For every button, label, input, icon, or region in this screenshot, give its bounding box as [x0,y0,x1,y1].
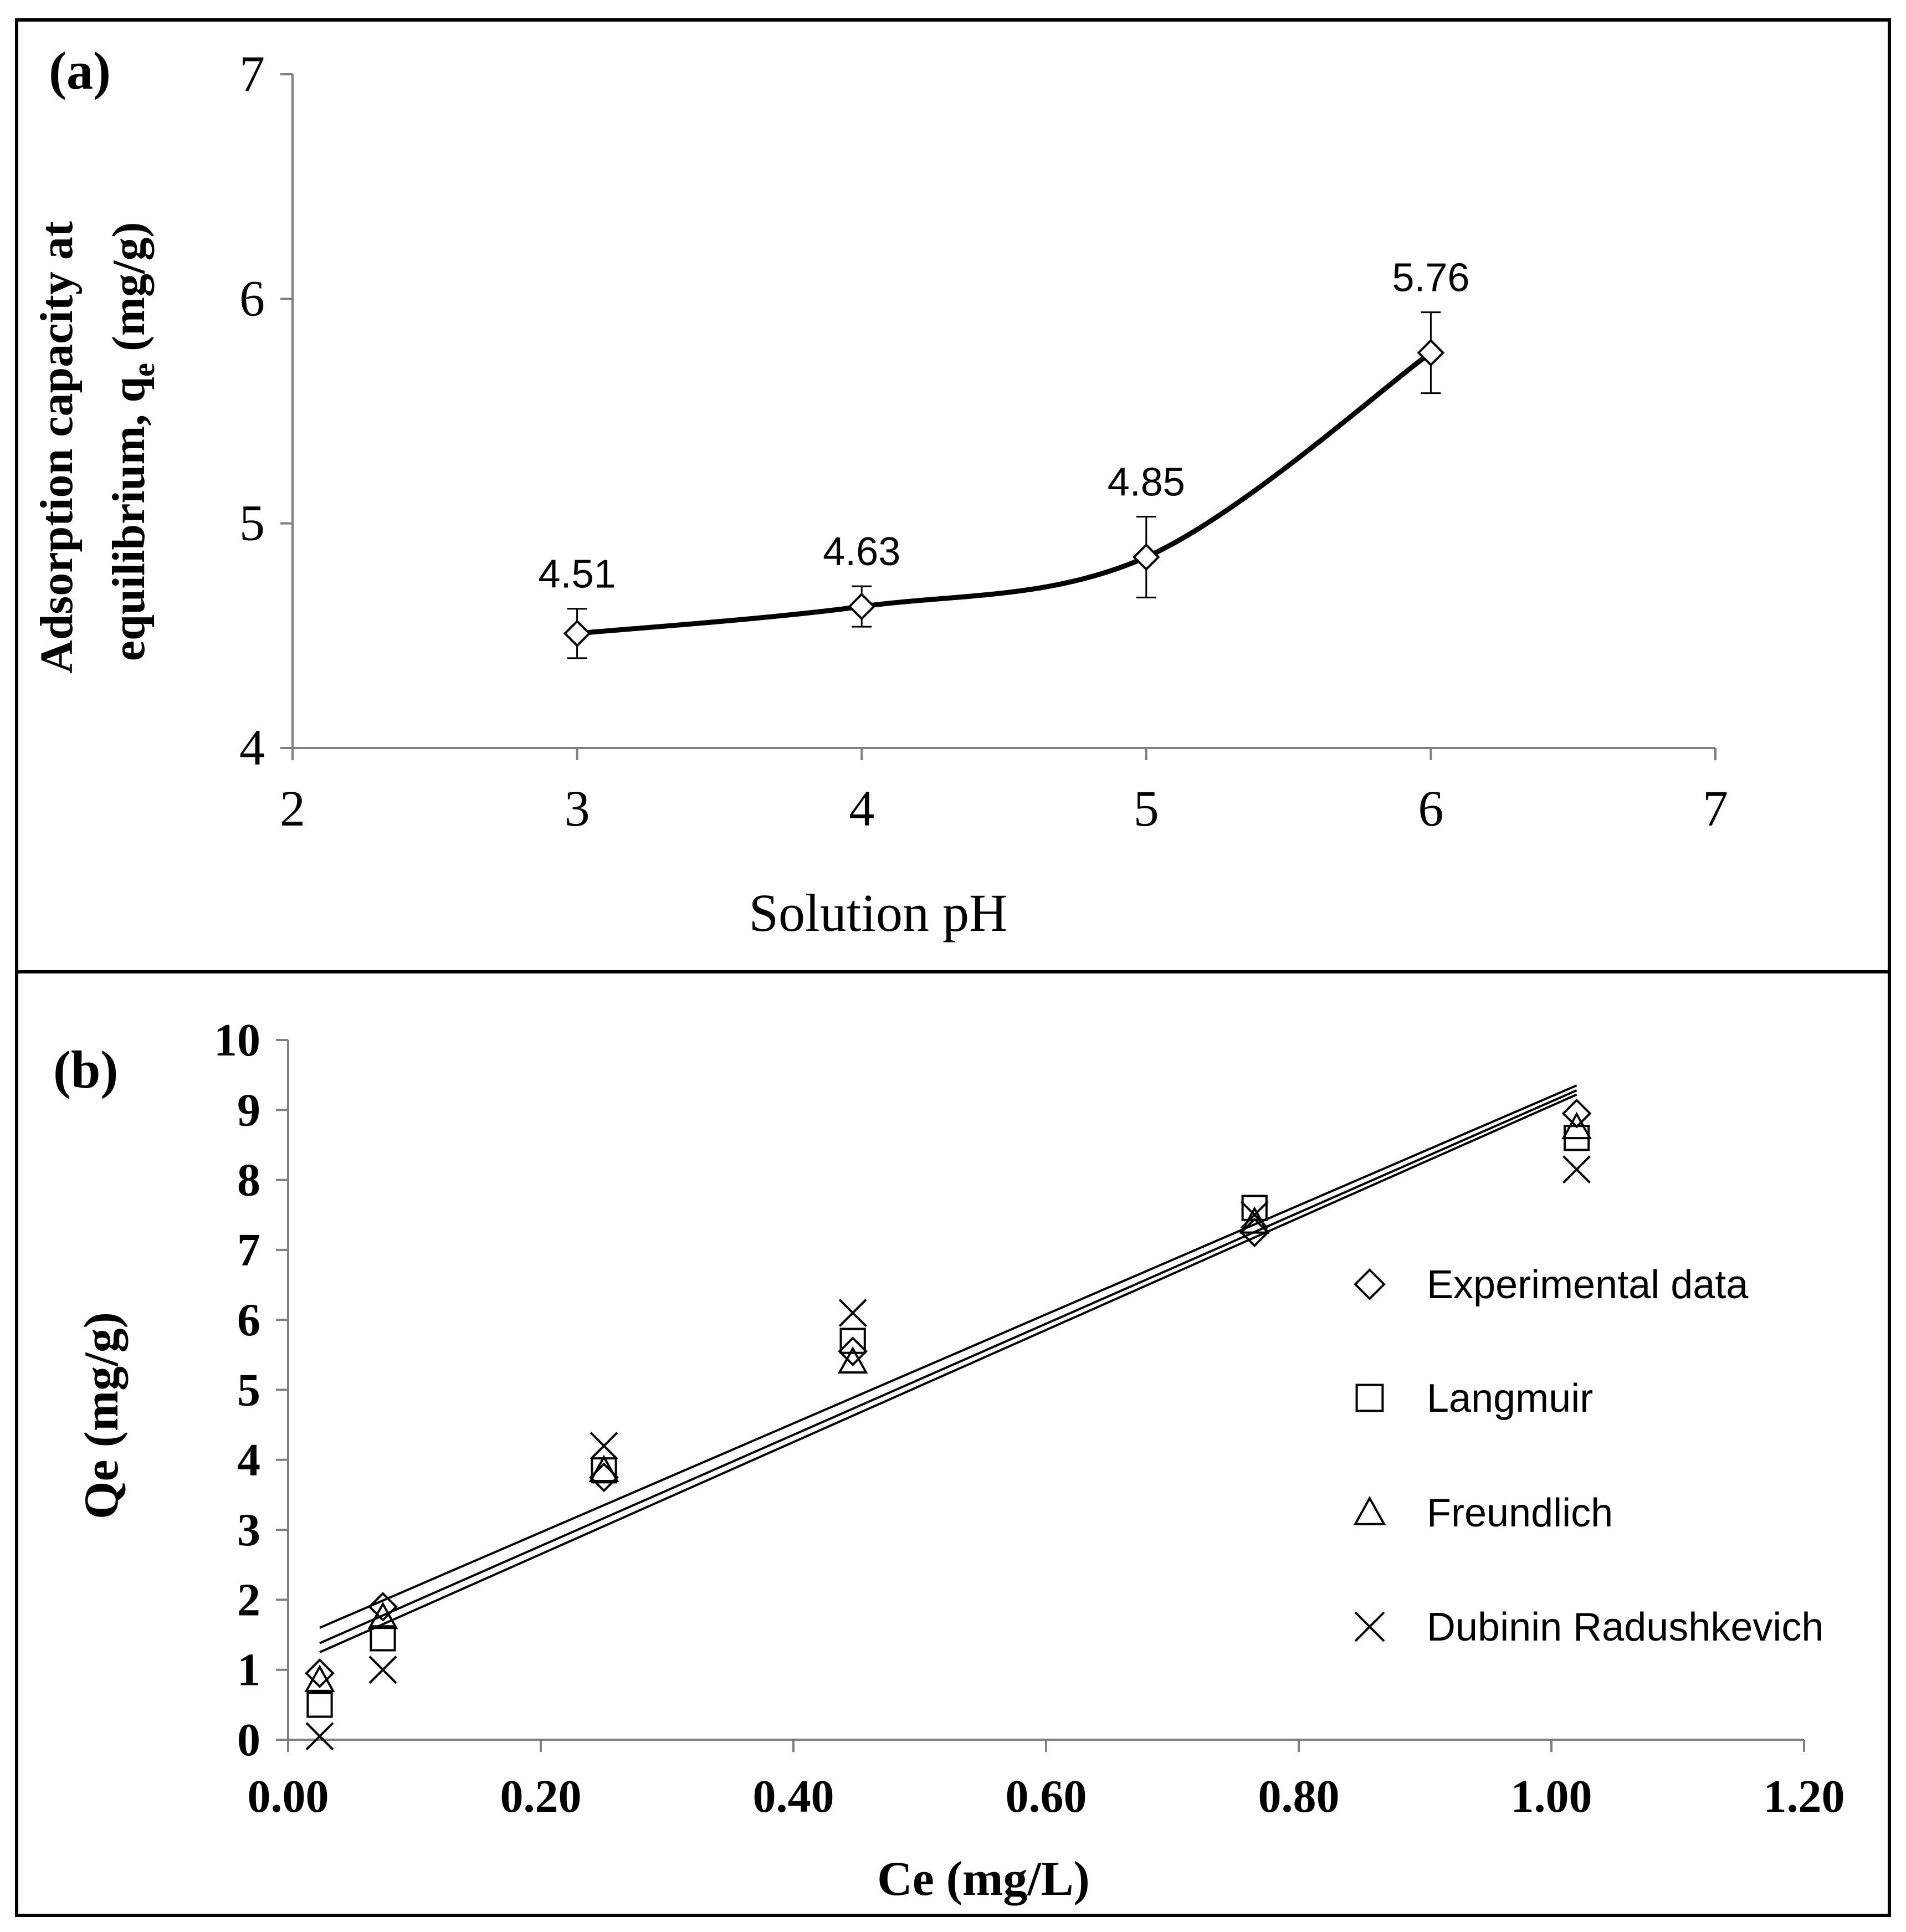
x-tick-label-b-3: 0.60 [1006,1771,1087,1822]
y-tick-label-b-6: 6 [237,1294,260,1346]
x-tick-label-a-4: 6 [1418,780,1443,837]
y-axis-title-a: Adsorption capacity at equilibrium, qe (… [31,209,161,674]
x-axis-title-a: Solution pH [749,883,1008,942]
y-tick-label-b-10: 10 [214,1014,260,1066]
x-tick-label-b-6: 1.20 [1764,1771,1845,1822]
point-diamond-b-4 [1239,1217,1270,1248]
y-tick-label-b-2: 2 [237,1574,260,1626]
y-tick-label-a-0: 4 [239,719,265,776]
trendline-b-2 [319,1093,1577,1653]
y-tick-label-b-9: 9 [237,1084,260,1136]
x-axis-title-b: Ce (mg/L) [877,1852,1090,1906]
data-point-a-3 [1417,339,1445,367]
point-diamond-b-0 [305,1658,335,1688]
point-triangle-b-5 [1561,1111,1592,1140]
y-tick-label-a-1: 5 [239,495,265,551]
y-tick-label-b-7: 7 [237,1224,260,1276]
chart-a: (a) 4 5 6 7 2 3 4 5 6 7 Solution pH Adsorption c… [31,41,1728,942]
data-label-a-3: 5.76 [1392,256,1469,300]
point-triangle-b-0 [304,1664,335,1692]
y-tick-label-b-1: 1 [237,1644,260,1696]
point-x-b-0-stroke2 [305,1722,334,1751]
legend-marker-x-stroke2 [1354,1611,1385,1642]
point-triangle-b-2 [588,1454,619,1482]
point-x-b-5-stroke2 [1562,1155,1591,1184]
point-square-b-0 [306,1692,333,1718]
y-axis-title-a-tail: (mg/g) [103,222,155,363]
x-tick-label-a-2: 4 [849,780,874,837]
point-x-b-3 [838,1299,867,1327]
x-tick-label-a-0: 2 [280,780,305,837]
point-x-b-1 [368,1656,397,1684]
y-tick-label-a-3: 7 [239,45,265,102]
point-diamond-b-2 [589,1462,619,1493]
y-axis-title-b: Qe (mg/g) [75,1312,129,1519]
point-square-b-4 [1241,1195,1268,1221]
legend-marker-x [1354,1611,1385,1642]
x-tick-label-b-0: 0.00 [248,1771,329,1822]
x-tick-label-b-1: 0.20 [500,1771,582,1822]
y-tick-label-b-3: 3 [237,1504,260,1556]
x-tick-label-a-1: 3 [565,780,590,837]
data-label-a-1: 4.63 [823,530,900,574]
point-x-b-4 [1240,1201,1269,1229]
y-axis-title-a-line1: Adsorption capacity at [31,221,83,674]
point-diamond-b-3 [838,1336,868,1366]
point-x-b-2 [590,1432,618,1460]
data-label-a-2: 4.85 [1108,460,1185,505]
x-tick-label-b-4: 0.80 [1258,1771,1340,1822]
point-triangle-b-3 [837,1346,868,1374]
y-axis-title-a-sub: e [127,363,161,377]
x-tick-label-b-2: 0.40 [753,1771,834,1822]
legend-marker-diamond [1354,1268,1386,1300]
data-point-a-1 [848,592,876,621]
trendline-b-0 [319,1084,1577,1629]
data-label-a-0: 4.51 [539,552,616,597]
legend-label-2: Freundlich [1427,1491,1613,1535]
chart-b: (b) 0 1 2 3 4 5 6 7 8 9 10 0.00 0.20 0.40 0.60 0.80 1.0… [53,1014,1845,1906]
point-x-b-2-stroke2 [590,1432,618,1460]
point-square-b-1 [370,1625,396,1652]
point-x-b-4-stroke2 [1240,1201,1269,1229]
point-diamond-b-1 [368,1592,398,1622]
legend-label-0: Experimental data [1427,1263,1749,1307]
legend-label-1: Langmuir [1427,1376,1593,1421]
point-triangle-b-1 [367,1601,398,1629]
point-x-b-1-stroke2 [368,1656,397,1684]
legend-label-3: Dubinin Radushkevich [1427,1605,1823,1649]
x-tick-label-b-5: 1.00 [1511,1771,1592,1822]
point-x-b-3-stroke2 [838,1299,867,1327]
y-tick-label-b-4: 4 [237,1434,260,1486]
y-tick-label-b-0: 0 [237,1714,260,1766]
legend-marker-triangle [1353,1495,1386,1525]
y-axis-title-a-main: equilibrium, q [103,377,155,661]
trendline-b-1 [319,1089,1577,1644]
data-point-a-2 [1132,543,1160,571]
data-point-a-0 [563,619,591,648]
legend-marker-square [1355,1383,1384,1412]
x-tick-label-a-3: 5 [1134,780,1159,837]
point-square-b-3 [839,1328,866,1354]
panel-label-b: (b) [53,1040,118,1099]
y-tick-label-b-8: 8 [237,1155,260,1206]
series-line-a [577,350,1433,636]
point-x-b-5 [1562,1155,1591,1184]
panel-label-a: (a) [49,41,111,100]
panel-b-frame [15,970,1891,1917]
x-tick-label-a-5: 7 [1703,780,1728,837]
y-tick-label-b-5: 5 [237,1365,260,1416]
y-axis-title-a-line2: equilibrium, qe (mg/g) [103,222,161,662]
point-x-b-0 [305,1722,334,1751]
y-tick-label-a-2: 6 [239,270,265,326]
